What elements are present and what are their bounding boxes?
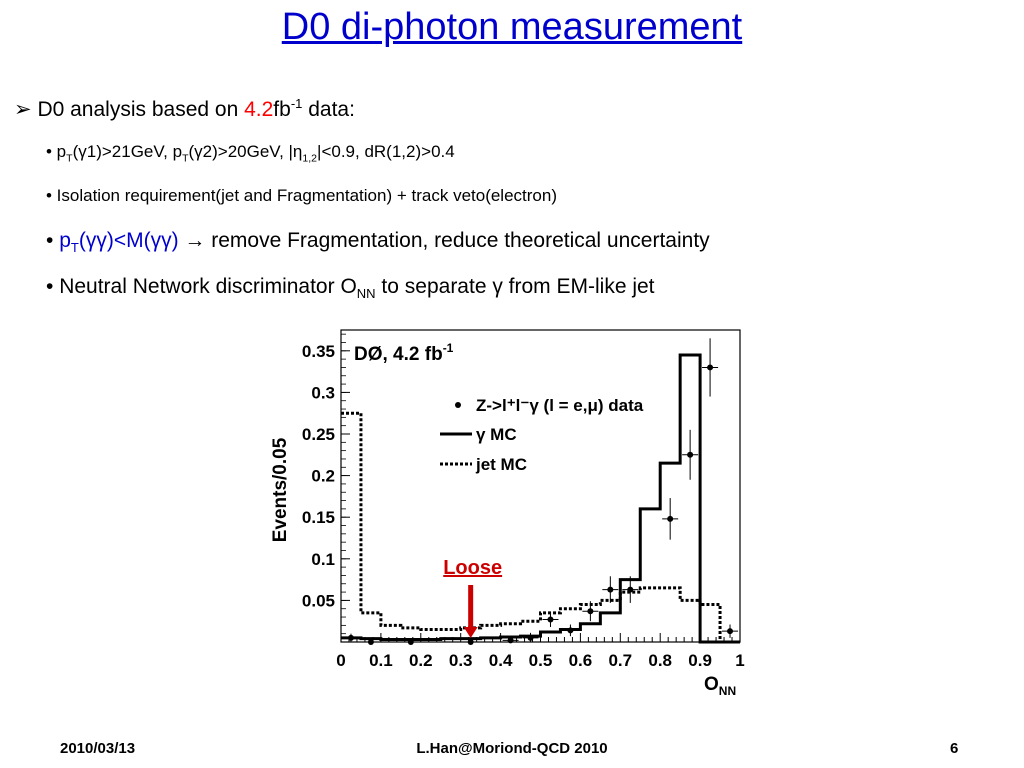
bullet-text: Neutral Network discriminator O [53,275,357,298]
data-point [682,429,699,480]
bullet-text: (γ2)>20GeV, |η [188,142,303,161]
data-point [462,639,479,645]
y-tick-label: 0.05 [302,591,335,610]
legend-data-label: Z->l⁺l⁻γ (l = e,μ) data [476,396,644,415]
y-tick-label: 0.2 [311,467,335,486]
subscript: T [70,240,79,256]
bullet-text: D0 analysis based on [37,98,245,121]
bullet-text: (γγ)<M(γγ) [78,229,179,252]
bullet-text: p [53,229,71,252]
bullet-text: to separate γ from EM-like jet [375,275,655,298]
dot-bullet-icon: • [46,186,52,205]
loose-arrow-head-icon [463,627,478,638]
bullet-analysis: ➢ D0 analysis based on 4.2fb-1 data: [14,96,355,122]
legend: Z->l⁺l⁻γ (l = e,μ) data γ MC jet MC [440,396,644,474]
bullet-text: |<0.9, dR(1,2)>0.4 [317,142,455,161]
x-tick-label: 0.6 [569,651,593,670]
dot-bullet-icon: • [46,229,54,252]
y-tick-label: 0.1 [311,550,335,569]
loose-annotation-label: Loose [443,557,502,579]
bullet-text: p [51,142,67,161]
dot-bullet-icon: • [46,142,52,161]
bullet-text: (γ1)>21GeV, p [72,142,183,161]
luminosity-exponent: -1 [290,96,303,111]
arrow-bullet-icon: ➢ [14,98,32,121]
subscript: 1,2 [302,152,318,165]
data-point [662,498,679,540]
x-tick-label: 0 [336,651,345,670]
bullet-text: data: [302,98,355,121]
y-tick-label: 0.3 [311,383,335,402]
data-point [402,639,419,645]
bullet-kinematic-cuts: • pT(γ1)>21GeV, pT(γ2)>20GeV, |η1,2|<0.9… [46,142,455,164]
y-tick-label: 0.35 [302,342,335,361]
gamma-mc-histogram [341,353,740,644]
data-point [542,612,559,628]
slide-title: D0 di-photon measurement [281,6,743,48]
x-tick-label: 0.7 [608,651,632,670]
data-point [582,601,599,622]
x-tick-label: 0.8 [648,651,672,670]
data-point [602,576,619,603]
dot-bullet-icon: • [46,275,54,298]
y-tick-label: 0.25 [302,425,335,444]
legend-jet-mc-label: jet MC [475,455,527,474]
data-point [702,338,719,397]
x-tick-label: 0.4 [489,651,513,670]
subscript: T [66,152,73,165]
footer-date: 2010/03/13 [60,740,136,757]
data-point [522,632,539,642]
data-point [362,639,379,645]
y-axis-label: Events/0.05 [270,437,291,542]
plot-frame [340,329,741,643]
data-point [722,624,739,638]
right-arrow-icon: → [178,229,212,252]
y-tick-label: 0.15 [302,508,335,527]
jet-mc-histogram [341,411,740,644]
bullet-nn-discriminator: • Neutral Network discriminator ONN to s… [46,275,655,301]
data-point [562,624,579,637]
x-axis-label: ONN [704,674,736,698]
legend-data-marker [455,402,461,408]
x-tick-label: 0.2 [409,651,433,670]
data-point [342,633,359,642]
footer-author: L.Han@Moriond-QCD 2010 [416,740,608,757]
chart-title: DØ, 4.2 fb-1 [354,341,454,365]
subscript: NN [356,286,376,302]
x-tick-label: 0.9 [688,651,712,670]
data-point [502,636,519,644]
subscript: T [182,152,189,165]
bullet-pt-cut: • pT(γγ)<M(γγ) → remove Fragmentation, r… [46,229,710,255]
x-tick-label: 0.3 [449,651,473,670]
luminosity-unit: fb [273,98,291,121]
legend-gamma-mc-label: γ MC [476,425,517,444]
page-number: 6 [950,740,959,757]
bullet-text: remove Fragmentation, reduce theoretical… [211,229,710,252]
bullet-isolation: • Isolation requirement(jet and Fragment… [46,186,557,206]
onn-histogram-chart: 0 0.1 0.2 0.3 0.4 0.5 0.6 0.7 0.8 0.9 1 0.05 0.1 0.15… [270,329,745,698]
bullet-text: Isolation requirement(jet and Fragmentat… [51,186,557,205]
x-tick-label: 0.1 [369,651,393,670]
x-tick-label: 1 [735,651,744,670]
data-point [622,576,639,603]
x-tick-label: 0.5 [529,651,553,670]
luminosity-value: 4.2 [244,98,274,121]
